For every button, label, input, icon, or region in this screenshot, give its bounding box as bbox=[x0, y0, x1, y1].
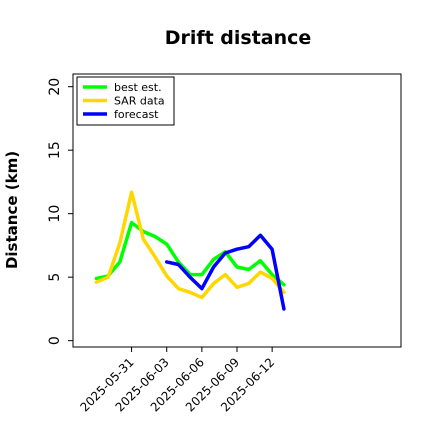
axis-ticks: 051015202025-05-312025-06-032025-06-0620… bbox=[47, 78, 277, 415]
y-tick-label: 15 bbox=[47, 141, 63, 159]
series-line-best-est bbox=[94, 220, 286, 287]
y-axis-label: Distance (km) bbox=[3, 151, 21, 269]
series-lines bbox=[94, 190, 286, 311]
legend-label: SAR data bbox=[114, 95, 165, 108]
y-tick-label: 10 bbox=[47, 205, 63, 223]
series-line-forecast bbox=[164, 233, 286, 311]
chart-title: Drift distance bbox=[165, 27, 312, 49]
y-tick-label: 5 bbox=[47, 273, 63, 282]
legend-label: best est. bbox=[114, 81, 162, 94]
series-line-sar-data bbox=[94, 190, 286, 300]
y-tick-label: 20 bbox=[47, 78, 63, 96]
y-tick-label: 0 bbox=[47, 336, 63, 345]
legend-label: forecast bbox=[114, 108, 159, 121]
